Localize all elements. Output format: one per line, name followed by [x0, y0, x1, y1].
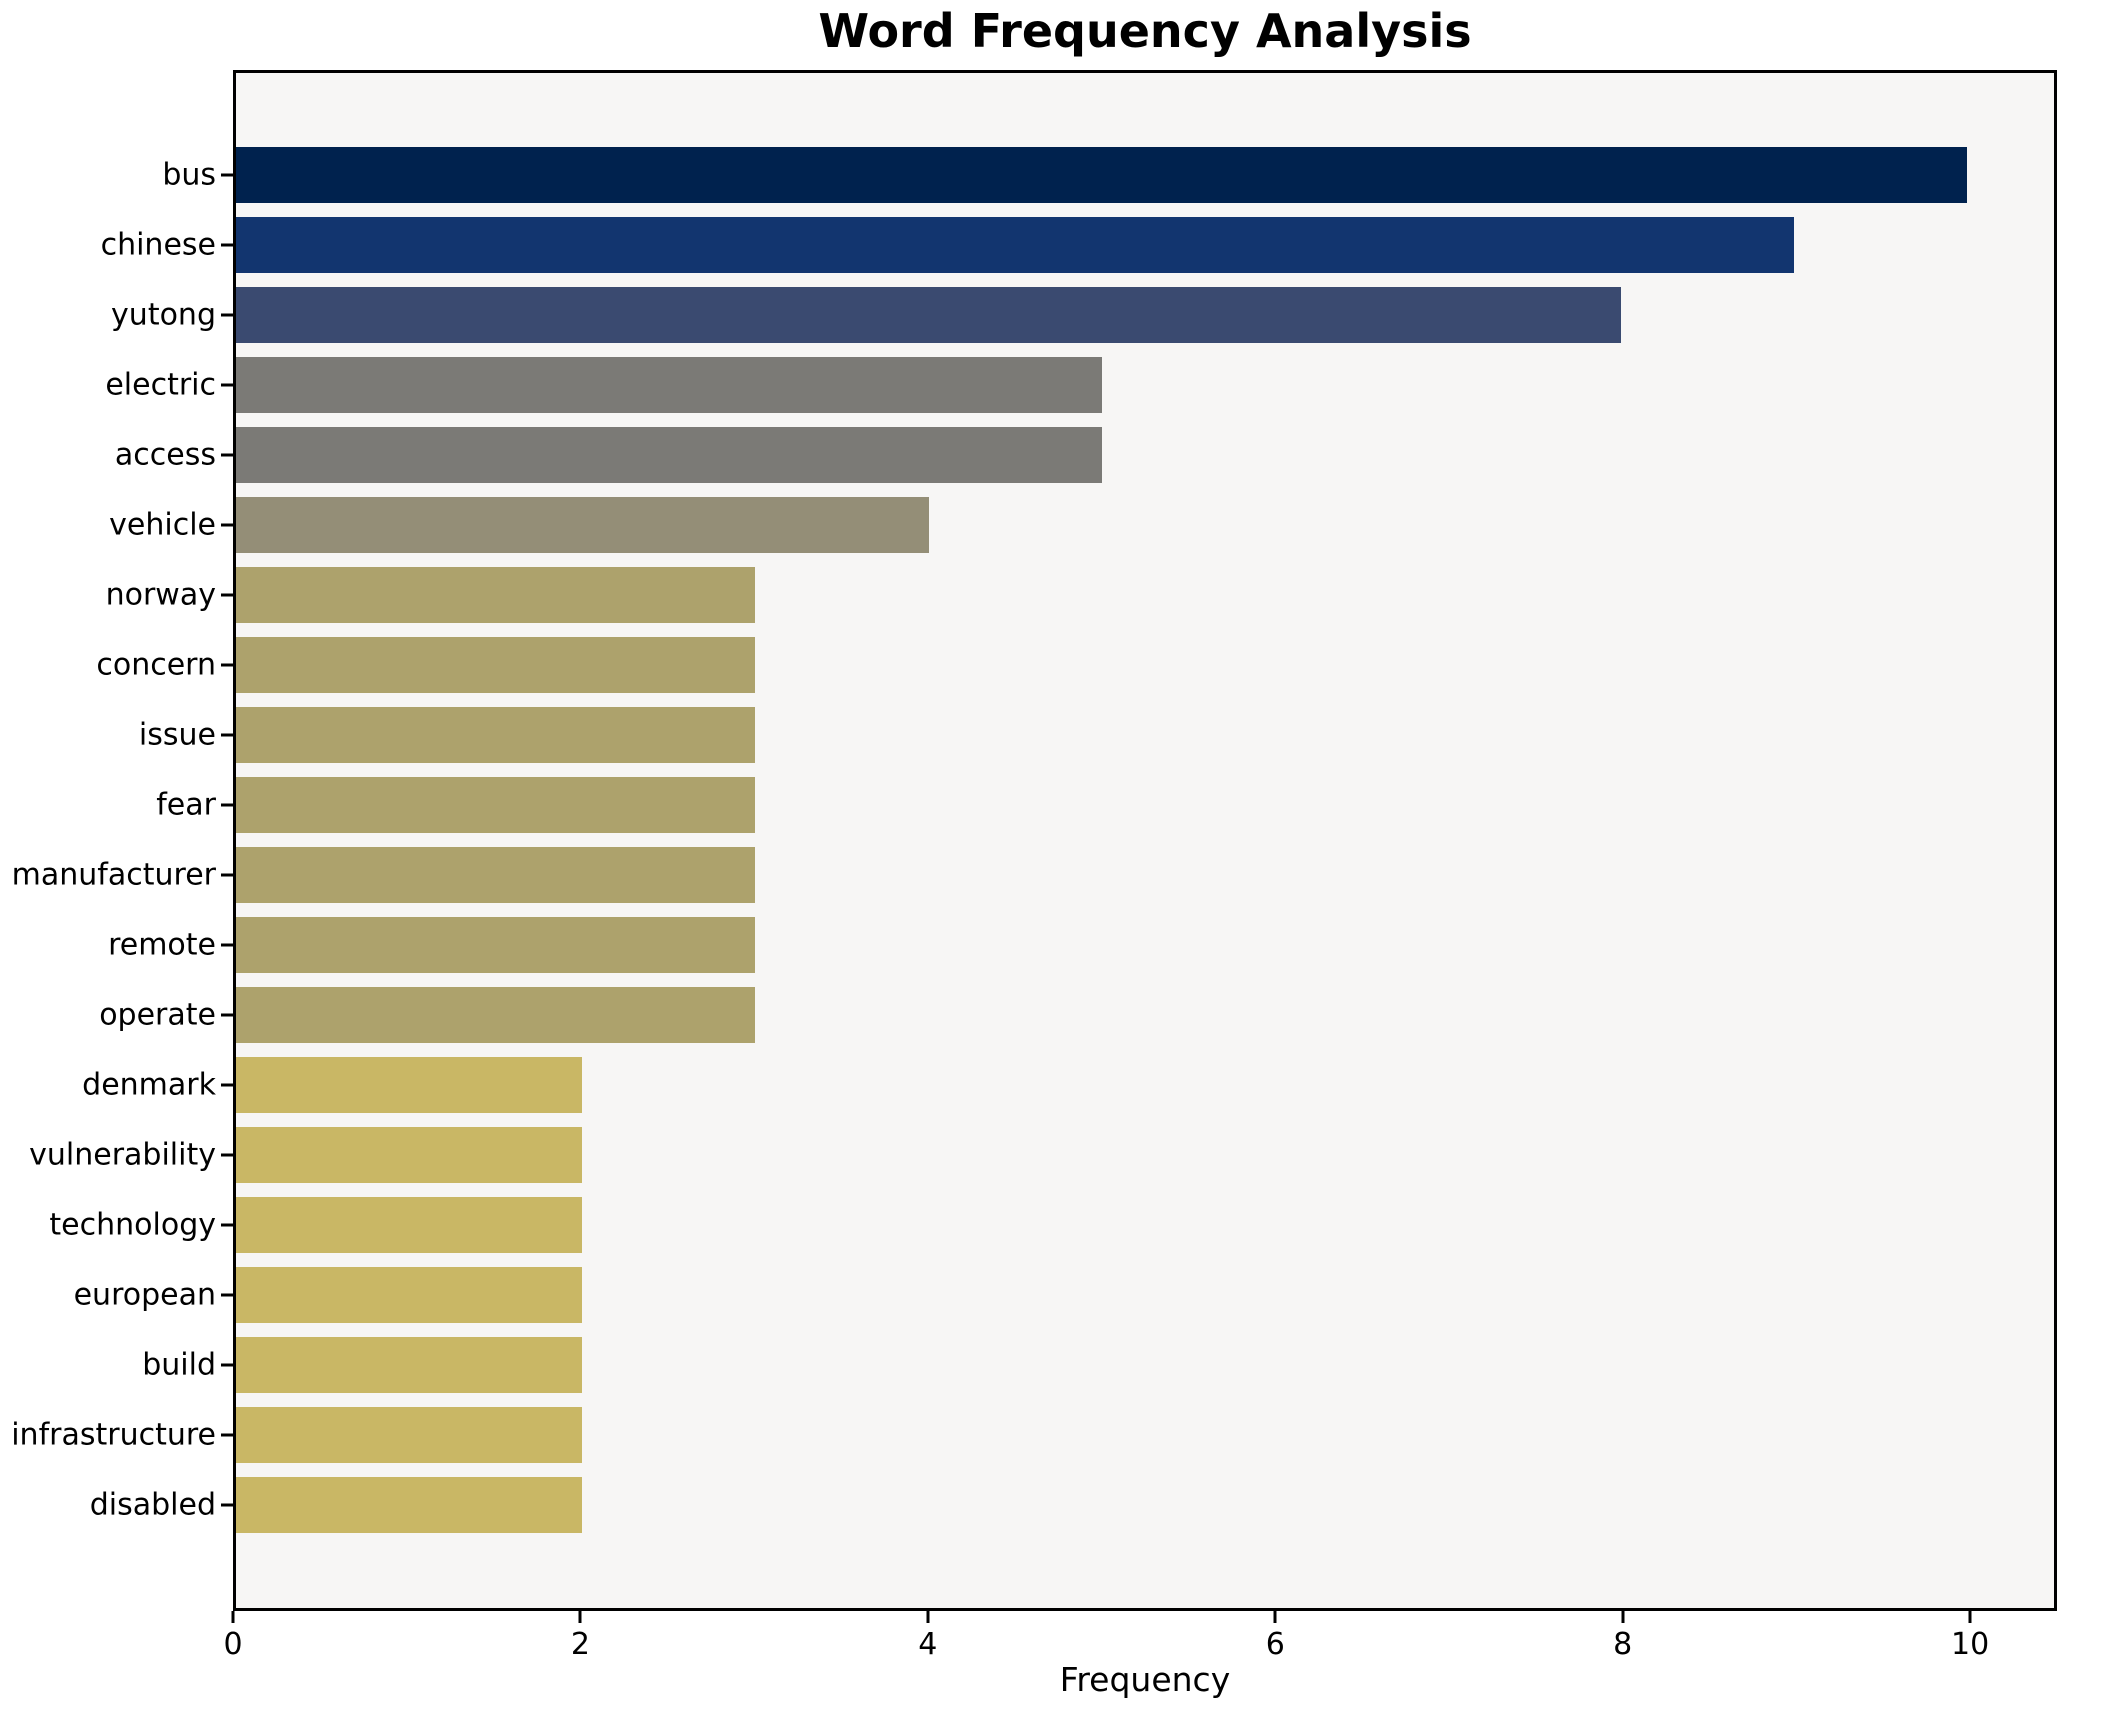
bar-row: concern	[96, 630, 2054, 700]
bar-row: electric	[105, 350, 2054, 420]
y-tick-mark	[221, 383, 233, 387]
y-tick-mark	[221, 313, 233, 317]
frequency-bar	[236, 357, 1102, 413]
y-tick-label: manufacturer	[11, 857, 216, 893]
bar-row: european	[74, 1260, 2054, 1330]
y-tick-label: disabled	[89, 1487, 216, 1523]
frequency-bar	[236, 777, 756, 833]
y-tick-label: chinese	[100, 227, 216, 263]
y-tick-label: build	[142, 1347, 216, 1383]
frequency-bar	[236, 217, 1795, 273]
frequency-bar	[236, 1477, 583, 1533]
x-tick-label: 2	[570, 1627, 590, 1662]
x-tick-mark	[926, 1611, 930, 1623]
x-tick-label: 8	[1613, 1627, 1633, 1662]
frequency-bar	[236, 1267, 583, 1323]
y-tick-mark	[221, 1363, 233, 1367]
frequency-bar	[236, 567, 756, 623]
x-tick-mark	[578, 1611, 582, 1623]
frequency-bar	[236, 637, 756, 693]
frequency-bar	[236, 497, 929, 553]
frequency-bar	[236, 917, 756, 973]
bars-container: bus chinese yutong electric access vehicle nor…	[11, 73, 2054, 1608]
bar-row: fear	[156, 770, 2054, 840]
y-tick-mark	[221, 663, 233, 667]
y-tick-label: european	[73, 1277, 216, 1313]
y-tick-label: yutong	[111, 297, 216, 333]
x-tick-label: 6	[1265, 1627, 1285, 1662]
y-tick-label: concern	[96, 647, 216, 683]
bar-row: technology	[49, 1190, 2054, 1260]
x-tick-mark	[1273, 1611, 1277, 1623]
bar-row: manufacturer	[12, 840, 2054, 910]
x-tick-label: 0	[223, 1627, 243, 1662]
plot-area: bus chinese yutong electric access vehicle nor…	[11, 70, 2057, 1611]
y-tick-mark	[221, 1433, 233, 1437]
bar-row: remote	[108, 910, 2054, 980]
y-tick-mark	[221, 803, 233, 807]
frequency-bar	[236, 287, 1622, 343]
frequency-bar	[236, 427, 1102, 483]
frequency-bar	[236, 987, 756, 1043]
y-tick-label: infrastructure	[11, 1417, 216, 1453]
y-tick-label: bus	[162, 157, 216, 193]
frequency-bar	[236, 147, 1968, 203]
y-tick-mark	[221, 1013, 233, 1017]
y-tick-label: issue	[138, 717, 216, 753]
bar-row: access	[115, 420, 2054, 490]
y-tick-label: fear	[156, 787, 216, 823]
y-tick-mark	[221, 523, 233, 527]
chart-title: Word Frequency Analysis	[818, 4, 1472, 58]
x-tick-mark	[1621, 1611, 1625, 1623]
y-tick-mark	[221, 173, 233, 177]
bar-row: chinese	[101, 210, 2054, 280]
x-tick-mark	[231, 1611, 235, 1623]
bar-row: denmark	[82, 1050, 2054, 1120]
y-tick-mark	[221, 453, 233, 457]
y-tick-mark	[221, 1223, 233, 1227]
y-tick-mark	[221, 1503, 233, 1507]
x-tick-mark	[1968, 1611, 1972, 1623]
y-tick-mark	[221, 733, 233, 737]
y-tick-label: remote	[108, 927, 216, 963]
bar-row: bus	[162, 140, 2054, 210]
frequency-bar	[236, 1197, 583, 1253]
x-tick-label: 4	[918, 1627, 938, 1662]
y-tick-label: technology	[49, 1207, 216, 1243]
frequency-bar	[236, 1057, 583, 1113]
y-tick-mark	[221, 1083, 233, 1087]
x-axis-label: Frequency	[1059, 1660, 1231, 1699]
y-tick-mark	[221, 943, 233, 947]
y-tick-mark	[221, 873, 233, 877]
y-tick-label: norway	[105, 577, 216, 613]
frequency-bar	[236, 707, 756, 763]
frequency-bar	[236, 1337, 583, 1393]
frequency-bar	[236, 1127, 583, 1183]
bar-row: disabled	[90, 1470, 2054, 1540]
y-tick-label: denmark	[82, 1067, 216, 1103]
y-tick-mark	[221, 1153, 233, 1157]
y-tick-mark	[221, 593, 233, 597]
y-tick-label: electric	[105, 367, 216, 403]
y-tick-mark	[221, 1293, 233, 1297]
y-tick-label: vulnerability	[29, 1137, 216, 1173]
x-tick-label: 10	[1951, 1627, 1990, 1662]
bar-row: yutong	[111, 280, 2054, 350]
frequency-bar	[236, 847, 756, 903]
bar-row: operate	[99, 980, 2054, 1050]
y-tick-label: operate	[99, 997, 216, 1033]
bar-row: infrastructure	[11, 1400, 2054, 1470]
frequency-bar	[236, 1407, 583, 1463]
bar-row: vulnerability	[29, 1120, 2054, 1190]
bar-row: build	[142, 1330, 2054, 1400]
bar-row: issue	[139, 700, 2054, 770]
bar-row: vehicle	[109, 490, 2054, 560]
bar-row: norway	[106, 560, 2054, 630]
y-tick-mark	[221, 243, 233, 247]
y-tick-label: access	[114, 437, 216, 473]
y-tick-label: vehicle	[109, 507, 216, 543]
